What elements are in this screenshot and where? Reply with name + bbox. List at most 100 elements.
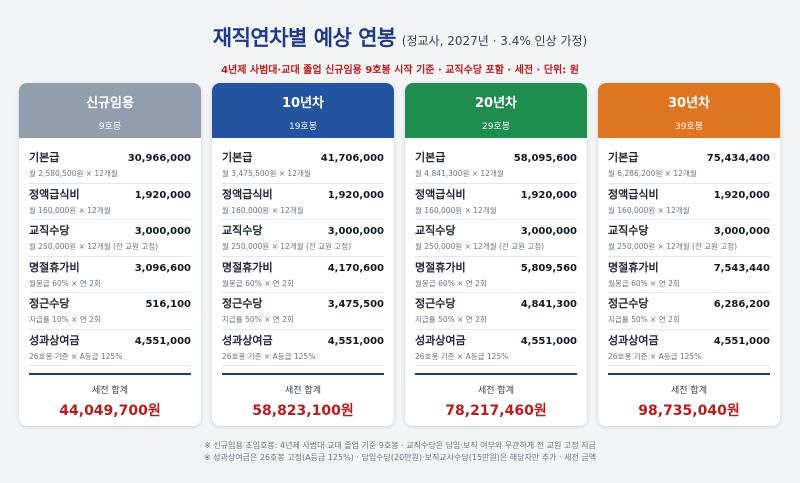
pay-item-name: 명절휴가비 bbox=[222, 260, 273, 274]
pay-item: 교직수당 3,000,000 월 250,000원 × 12개월 (전 교원 고정) bbox=[222, 220, 384, 257]
footnotes: ※ 신규임용 초임호봉: 4년제 사범대·교대 졸업 기준 9호봉 · 교직수당… bbox=[0, 440, 800, 464]
pay-item-row: 기본급 30,966,000 bbox=[29, 149, 191, 165]
pay-item-row: 정액급식비 1,920,000 bbox=[222, 186, 384, 202]
pay-item-row: 정근수당 6,286,200 bbox=[608, 295, 770, 311]
pay-item: 정액급식비 1,920,000 월 160,000원 × 12개월 bbox=[415, 184, 577, 220]
pay-item-amount: 1,920,000 bbox=[327, 189, 384, 201]
total-section: 세전 합계 44,049,700원 bbox=[29, 373, 191, 420]
salary-card: 30년차 39호봉 기본급 75,434,400 월 6,286,200원 × 12개월… bbox=[598, 83, 780, 426]
pay-item: 교직수당 3,000,000 월 250,000원 × 12개월 (전 교원 고정) bbox=[415, 220, 577, 257]
pay-item-amount: 6,286,200 bbox=[713, 299, 770, 310]
pay-item-amount: 3,000,000 bbox=[520, 226, 577, 237]
pay-item-name: 정액급식비 bbox=[608, 187, 659, 201]
pay-item-description: 월 250,000원 × 12개월 (전 교원 고정) bbox=[222, 242, 352, 251]
pay-item-description: 월 3,475,500원 × 12개월 bbox=[222, 169, 311, 178]
pay-item-amount: 1,920,000 bbox=[713, 189, 770, 201]
pay-item-row: 교직수당 3,000,000 bbox=[29, 222, 191, 238]
pay-item-name: 기본급 bbox=[222, 151, 253, 164]
pay-item: 정근수당 3,475,500 지급률 50% × 연 2회 bbox=[222, 293, 384, 330]
pay-item-amount: 1,920,000 bbox=[520, 189, 577, 201]
pay-item-row: 기본급 58,095,600 bbox=[415, 149, 577, 165]
pay-item: 명절휴가비 5,809,560 월봉급 60% × 연 2회 bbox=[415, 257, 577, 293]
pay-item-name: 명절휴가비 bbox=[608, 260, 659, 274]
pay-item-description: 지급률 50% × 연 2회 bbox=[415, 315, 487, 324]
pay-item: 명절휴가비 7,543,440 월봉급 60% × 연 2회 bbox=[608, 257, 770, 293]
pay-item: 정근수당 4,841,300 지급률 50% × 연 2회 bbox=[415, 293, 577, 330]
pay-item: 성과상여금 4,551,000 26호봉 기준 × A등급 125% bbox=[222, 330, 384, 366]
pay-item-description: 월 160,000원 × 12개월 bbox=[222, 205, 304, 215]
card-header: 10년차 19호봉 bbox=[212, 83, 394, 138]
pay-item: 정액급식비 1,920,000 월 160,000원 × 12개월 bbox=[222, 184, 384, 220]
pay-item-name: 성과상여금 bbox=[415, 333, 466, 347]
total-amount: 58,823,100원 bbox=[252, 403, 354, 419]
pay-item-amount: 4,551,000 bbox=[134, 335, 191, 347]
pay-item-name: 정액급식비 bbox=[222, 187, 273, 201]
pay-item-amount: 7,543,440 bbox=[713, 262, 770, 274]
page-title: 재직연차별 예상 연봉 bbox=[212, 26, 397, 50]
pay-item-description: 26호봉 기준 × A등급 125% bbox=[29, 351, 123, 361]
total-label: 세전 합계 bbox=[285, 386, 321, 396]
pay-item-row: 성과상여금 4,551,000 bbox=[608, 332, 770, 348]
card-grade: 19호봉 bbox=[288, 122, 317, 132]
pay-item: 성과상여금 4,551,000 26호봉 기준 × A등급 125% bbox=[608, 330, 770, 366]
pay-item: 성과상여금 4,551,000 26호봉 기준 × A등급 125% bbox=[29, 330, 191, 366]
pay-item: 정액급식비 1,920,000 월 160,000원 × 12개월 bbox=[29, 184, 191, 220]
footnote: ※ 성과상여금은 26호봉 고정(A등급 125%) · 담임수당(20만원)·… bbox=[203, 453, 597, 462]
pay-item-description: 월 250,000원 × 12개월 (전 교원 고정) bbox=[29, 242, 159, 251]
pay-item-amount: 5,809,560 bbox=[520, 262, 577, 274]
pay-item-amount: 30,966,000 bbox=[127, 153, 191, 164]
pay-item-name: 명절휴가비 bbox=[29, 260, 80, 274]
pay-item-name: 명절휴가비 bbox=[415, 260, 466, 274]
pay-item-amount: 1,920,000 bbox=[134, 189, 191, 201]
pay-item-description: 월 160,000원 × 12개월 bbox=[608, 205, 690, 215]
card-header: 20년차 29호봉 bbox=[405, 83, 587, 138]
pay-item-row: 정액급식비 1,920,000 bbox=[608, 186, 770, 202]
card-header: 신규임용 9호봉 bbox=[19, 83, 201, 138]
pay-item-name: 교직수당 bbox=[415, 224, 456, 237]
card-grade: 39호봉 bbox=[674, 122, 703, 132]
pay-item-amount: 3,096,600 bbox=[134, 262, 191, 274]
pay-item-row: 기본급 75,434,400 bbox=[608, 149, 770, 165]
pay-item-amount: 58,095,600 bbox=[513, 153, 577, 164]
card-title: 10년차 bbox=[281, 96, 324, 111]
pay-item-amount: 41,706,000 bbox=[320, 153, 384, 164]
pay-item: 명절휴가비 3,096,600 월봉급 60% × 연 2회 bbox=[29, 257, 191, 293]
pay-item-description: 지급률 50% × 연 2회 bbox=[222, 315, 294, 324]
pay-item-name: 성과상여금 bbox=[222, 333, 273, 347]
pay-item-row: 성과상여금 4,551,000 bbox=[222, 332, 384, 348]
pay-item-name: 기본급 bbox=[608, 151, 639, 164]
pay-item-name: 정액급식비 bbox=[415, 187, 466, 201]
pay-item-description: 지급률 50% × 연 2회 bbox=[608, 315, 680, 324]
pay-item: 기본급 75,434,400 월 6,286,200원 × 12개월 bbox=[608, 147, 770, 184]
card-grade: 9호봉 bbox=[98, 122, 122, 132]
card-title: 20년차 bbox=[474, 96, 517, 111]
pay-item-row: 명절휴가비 5,809,560 bbox=[415, 259, 577, 275]
pay-item-description: 지급률 10% × 연 2회 bbox=[29, 315, 101, 324]
footnote: ※ 신규임용 초임호봉: 4년제 사범대·교대 졸업 기준 9호봉 · 교직수당… bbox=[204, 441, 596, 450]
pay-item: 정근수당 516,100 지급률 10% × 연 2회 bbox=[29, 293, 191, 330]
pay-item-description: 월 4,841,300원 × 12개월 bbox=[415, 169, 504, 178]
pay-item-row: 교직수당 3,000,000 bbox=[222, 222, 384, 238]
pay-item-amount: 516,100 bbox=[145, 299, 191, 310]
pay-item-description: 월봉급 60% × 연 2회 bbox=[29, 278, 101, 288]
pay-item-description: 월봉급 60% × 연 2회 bbox=[222, 278, 294, 288]
title-row: 재직연차별 예상 연봉 (정교사, 2027년 · 3.4% 인상 가정) bbox=[0, 22, 800, 52]
pay-item-row: 명절휴가비 3,096,600 bbox=[29, 259, 191, 275]
pay-item-name: 성과상여금 bbox=[608, 333, 659, 347]
total-label: 세전 합계 bbox=[92, 386, 128, 396]
total-amount: 78,217,460원 bbox=[445, 403, 547, 419]
pay-item: 정근수당 6,286,200 지급률 50% × 연 2회 bbox=[608, 293, 770, 330]
pay-item-row: 정근수당 4,841,300 bbox=[415, 295, 577, 311]
pay-item-description: 월 6,286,200원 × 12개월 bbox=[608, 169, 697, 178]
pay-item-description: 월봉급 60% × 연 2회 bbox=[415, 278, 487, 288]
pay-item-description: 월 250,000원 × 12개월 (전 교원 고정) bbox=[415, 242, 545, 251]
pay-item-name: 교직수당 bbox=[29, 224, 70, 237]
pay-item: 기본급 41,706,000 월 3,475,500원 × 12개월 bbox=[222, 147, 384, 184]
pay-item-name: 정근수당 bbox=[29, 297, 70, 310]
pay-item: 기본급 58,095,600 월 4,841,300원 × 12개월 bbox=[415, 147, 577, 184]
pay-item-amount: 4,170,600 bbox=[327, 262, 384, 274]
salary-cards: 신규임용 9호봉 기본급 30,966,000 월 2,580,500원 × 12개월 정… bbox=[19, 83, 780, 426]
pay-item-amount: 4,551,000 bbox=[520, 335, 577, 347]
total-section: 세전 합계 78,217,460원 bbox=[415, 373, 577, 420]
